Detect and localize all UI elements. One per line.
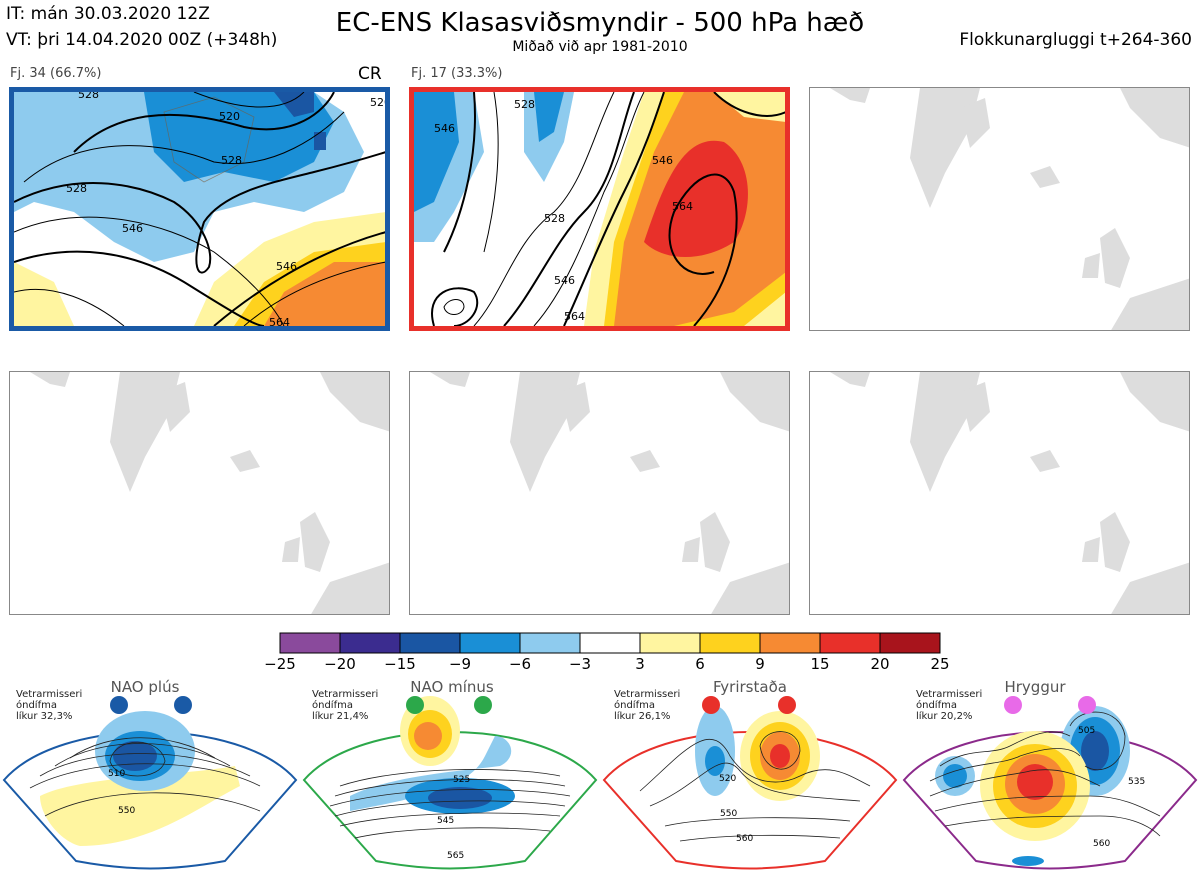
colorbar-tick-label: −3: [568, 655, 592, 673]
contour-label: 550: [720, 809, 737, 819]
contour-label: 550: [118, 806, 135, 816]
regime-map-nao-minus: 525 545 565: [302, 696, 598, 870]
empty-map-6: [830, 372, 1189, 614]
contour-label: 528: [544, 212, 565, 225]
chart-subtitle: Miðað við apr 1981-2010: [512, 39, 688, 55]
regime-name: Hryggur: [1004, 678, 1066, 696]
colorbar-tick-label: −9: [448, 655, 472, 673]
contour-label: 564: [672, 200, 693, 213]
contour-label: 528: [66, 182, 87, 195]
regime-note: Vetrarmisseri óndífma líkur 20,2%: [916, 689, 983, 722]
cluster-map-1: 520 520 528 528 546 546 564 528: [14, 92, 386, 326]
contour-label: 505: [1078, 726, 1095, 736]
contour-label: 545: [437, 816, 454, 826]
colorbar-tick-label: 6: [695, 655, 705, 673]
empty-map-5: [430, 372, 789, 614]
cluster-panel-1: 520 520 528 528 546 546 564 528: [9, 87, 390, 331]
contour-label: 560: [736, 834, 753, 844]
cluster-panel-5: [409, 371, 790, 615]
cluster-map-2: 546 528 528 546 564 546 564: [414, 92, 785, 326]
contour-label: 546: [276, 260, 297, 273]
valid-time: VT: þri 14.04.2020 00Z (+348h): [6, 30, 278, 50]
cluster-panel-6: [809, 371, 1190, 615]
init-time: IT: mán 30.03.2020 12Z: [6, 4, 210, 24]
regime-nao-plus: Vetrarmisseri óndífma líkur 32,3% NAO plús…: [0, 676, 300, 871]
colorbar-tick-label: −25: [264, 655, 296, 673]
regime-name: Fyrirstaða: [713, 678, 787, 696]
colorbar-swatch: [759, 632, 821, 654]
regime-ridge: Vetrarmisseri óndífma líkur 20,2% Hryggur …: [900, 676, 1200, 871]
contour-label: 520: [370, 96, 386, 109]
panel-1-tag: CR: [358, 64, 382, 84]
colorbar-tick-label: −6: [508, 655, 532, 673]
chart-title: EC-ENS Klasasviðsmyndir - 500 hPa hæð: [335, 8, 865, 38]
colorbar-swatch: [339, 632, 401, 654]
empty-map-3: [830, 88, 1189, 330]
contour-label: 546: [122, 222, 143, 235]
cluster-panel-2: 546 528 528 546 564 546 564: [409, 87, 790, 331]
colorbar-tick-label: 25: [930, 655, 950, 673]
colorbar-swatch: [459, 632, 521, 654]
anomaly-neg-15: [274, 92, 314, 117]
colorbar-swatch: [819, 632, 881, 654]
colorbar: [279, 632, 941, 654]
regime-note: Vetrarmisseri óndífma líkur 26,1%: [614, 689, 681, 722]
contour-label: 535: [1128, 777, 1145, 787]
contour-label: 546: [554, 274, 575, 287]
contour-label: 528: [221, 154, 242, 167]
contour-label: 528: [78, 92, 99, 101]
regime-blocking: Vetrarmisseri óndífma líkur 26,1% Fyrirsta…: [600, 676, 900, 871]
cluster-panel-4: [9, 371, 390, 615]
regime-map-ridge: 505 535 560: [902, 696, 1198, 870]
panel-1-label: Fj. 34 (66.7%): [10, 66, 102, 81]
colorbar-swatch: [699, 632, 761, 654]
contour-label: 520: [719, 774, 736, 784]
colorbar-swatch: [879, 632, 941, 654]
regime-nao-minus: Vetrarmisseri óndífma líkur 21,4% NAO mínu…: [300, 676, 600, 871]
panel-2-label: Fj. 17 (33.3%): [411, 66, 503, 81]
colorbar-swatch: [579, 632, 641, 654]
contour-label: 528: [514, 98, 535, 111]
regime-name: NAO plús: [110, 678, 180, 696]
anomaly-neg-15b: [314, 132, 326, 150]
anomaly-pos-3b: [14, 262, 74, 326]
regime-map-blocking: 520 550 560: [602, 696, 898, 870]
anomaly-pos-9: [264, 262, 385, 326]
contour-label: 564: [564, 310, 585, 323]
regime-note: Vetrarmisseri óndífma líkur 21,4%: [312, 689, 379, 722]
cluster-panel-3: [809, 87, 1190, 331]
colorbar-tick-label: −20: [324, 655, 356, 673]
colorbar-tick-label: 15: [810, 655, 830, 673]
colorbar-swatch: [519, 632, 581, 654]
colorbar-tick-label: 3: [635, 655, 645, 673]
contour-label: 510: [108, 769, 125, 779]
colorbar-swatch: [399, 632, 461, 654]
colorbar-tick-label: 9: [755, 655, 765, 673]
colorbar-swatch: [279, 632, 341, 654]
empty-map-4: [30, 372, 389, 614]
regime-map-nao-plus: 510 550: [2, 696, 298, 870]
anomaly-neg-6: [144, 92, 334, 182]
regime-name: NAO mínus: [410, 678, 494, 696]
contour-label: 525: [453, 775, 470, 785]
contour-label: 520: [219, 110, 240, 123]
colorbar-swatch: [639, 632, 701, 654]
contour-label: 564: [269, 316, 290, 326]
colorbar-tick-label: −15: [384, 655, 416, 673]
contour-label: 546: [652, 154, 673, 167]
contour-label: 565: [447, 851, 464, 861]
regime-note: Vetrarmisseri óndífma líkur 32,3%: [16, 689, 83, 722]
contour-label: 546: [434, 122, 455, 135]
contour-label: 560: [1093, 839, 1110, 849]
clustering-window: Flokkunargluggi t+264-360: [959, 30, 1192, 50]
colorbar-tick-label: 20: [870, 655, 890, 673]
